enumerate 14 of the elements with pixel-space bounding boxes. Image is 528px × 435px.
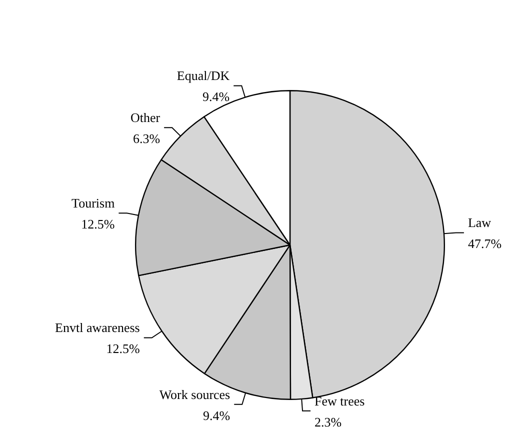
- slice-label: Envtl awareness: [55, 320, 140, 336]
- data-label: 9.4%: [203, 408, 230, 423]
- slice-label: Tourism: [72, 196, 115, 211]
- data-label: 9.4%: [202, 89, 230, 104]
- slice-label: Other: [130, 110, 161, 126]
- data-label: 47.7%: [468, 236, 502, 252]
- data-label: 12.5%: [81, 216, 115, 232]
- data-label: 6.3%: [132, 131, 160, 146]
- slice-label: Few trees: [314, 393, 365, 408]
- slice-label: Work sources: [159, 386, 230, 402]
- slice-label: Law: [468, 215, 492, 230]
- data-label: 12.5%: [106, 341, 140, 356]
- slice-label: Equal/DK: [176, 68, 230, 84]
- data-label: 2.3%: [314, 414, 342, 430]
